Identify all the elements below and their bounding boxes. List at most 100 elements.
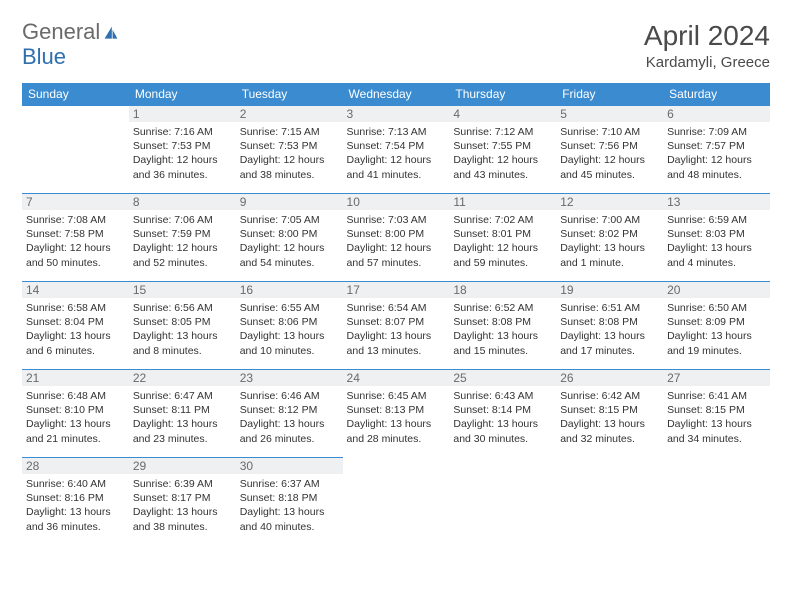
calendar-cell bbox=[449, 458, 556, 546]
calendar-cell: 6 Sunrise: 7:09 AMSunset: 7:57 PMDaylight… bbox=[663, 106, 770, 194]
day-sun-info: Sunrise: 6:40 AMSunset: 8:16 PMDaylight:… bbox=[26, 477, 125, 534]
day-sun-info: Sunrise: 7:00 AMSunset: 8:02 PMDaylight:… bbox=[560, 213, 659, 270]
calendar-cell: 7 Sunrise: 7:08 AMSunset: 7:58 PMDaylight… bbox=[22, 194, 129, 282]
calendar-cell: 24 Sunrise: 6:45 AMSunset: 8:13 PMDayligh… bbox=[343, 370, 450, 458]
calendar-week: 7 Sunrise: 7:08 AMSunset: 7:58 PMDaylight… bbox=[22, 194, 770, 282]
day-number: 13 bbox=[663, 194, 770, 210]
day-sun-info: Sunrise: 6:50 AMSunset: 8:09 PMDaylight:… bbox=[667, 301, 766, 358]
day-number: 27 bbox=[663, 370, 770, 386]
day-number: 17 bbox=[343, 282, 450, 298]
calendar-cell: 11 Sunrise: 7:02 AMSunset: 8:01 PMDayligh… bbox=[449, 194, 556, 282]
calendar-cell: 14Sunrise: 6:58 AMSunset: 8:04 PMDayligh… bbox=[22, 282, 129, 370]
calendar-cell: 21Sunrise: 6:48 AMSunset: 8:10 PMDayligh… bbox=[22, 370, 129, 458]
calendar-cell: 1 Sunrise: 7:16 AMSunset: 7:53 PMDaylight… bbox=[129, 106, 236, 194]
day-sun-info: Sunrise: 6:52 AMSunset: 8:08 PMDaylight:… bbox=[453, 301, 552, 358]
day-number: 1 bbox=[129, 106, 236, 122]
day-sun-info: Sunrise: 7:10 AMSunset: 7:56 PMDaylight:… bbox=[560, 125, 659, 182]
day-number: 5 bbox=[556, 106, 663, 122]
day-number: 6 bbox=[663, 106, 770, 122]
day-number: 16 bbox=[236, 282, 343, 298]
day-sun-info: Sunrise: 6:46 AMSunset: 8:12 PMDaylight:… bbox=[240, 389, 339, 446]
day-sun-info: Sunrise: 7:05 AMSunset: 8:00 PMDaylight:… bbox=[240, 213, 339, 270]
day-number: 23 bbox=[236, 370, 343, 386]
day-sun-info: Sunrise: 6:54 AMSunset: 8:07 PMDaylight:… bbox=[347, 301, 446, 358]
day-number: 22 bbox=[129, 370, 236, 386]
calendar-cell bbox=[663, 458, 770, 546]
calendar-cell: 9Sunrise: 7:05 AMSunset: 8:00 PMDaylight… bbox=[236, 194, 343, 282]
calendar-cell: 26Sunrise: 6:42 AMSunset: 8:15 PMDayligh… bbox=[556, 370, 663, 458]
calendar-cell: 25 Sunrise: 6:43 AMSunset: 8:14 PMDayligh… bbox=[449, 370, 556, 458]
calendar-cell: 10Sunrise: 7:03 AMSunset: 8:00 PMDayligh… bbox=[343, 194, 450, 282]
brand-logo: GeneralBlue bbox=[22, 20, 120, 68]
day-sun-info: Sunrise: 7:02 AMSunset: 8:01 PMDaylight:… bbox=[453, 213, 552, 270]
calendar-cell: 29 Sunrise: 6:39 AMSunset: 8:17 PMDayligh… bbox=[129, 458, 236, 546]
calendar-cell: 17 Sunrise: 6:54 AMSunset: 8:07 PMDayligh… bbox=[343, 282, 450, 370]
day-sun-info: Sunrise: 6:43 AMSunset: 8:14 PMDaylight:… bbox=[453, 389, 552, 446]
location: Kardamyli, Greece bbox=[644, 54, 770, 71]
calendar-cell: 28 Sunrise: 6:40 AMSunset: 8:16 PMDayligh… bbox=[22, 458, 129, 546]
calendar-cell bbox=[22, 106, 129, 194]
calendar-week: 28 Sunrise: 6:40 AMSunset: 8:16 PMDayligh… bbox=[22, 458, 770, 546]
day-sun-info: Sunrise: 7:08 AMSunset: 7:58 PMDaylight:… bbox=[26, 213, 125, 270]
day-sun-info: Sunrise: 6:55 AMSunset: 8:06 PMDaylight:… bbox=[240, 301, 339, 358]
month-title: April 2024 bbox=[644, 20, 770, 52]
day-number: 24 bbox=[343, 370, 450, 386]
day-sun-info: Sunrise: 7:09 AMSunset: 7:57 PMDaylight:… bbox=[667, 125, 766, 182]
day-sun-info: Sunrise: 6:51 AMSunset: 8:08 PMDaylight:… bbox=[560, 301, 659, 358]
sail-icon bbox=[102, 22, 120, 45]
day-number: 10 bbox=[343, 194, 450, 210]
calendar-cell: 4Sunrise: 7:12 AMSunset: 7:55 PMDaylight… bbox=[449, 106, 556, 194]
day-number: 18 bbox=[449, 282, 556, 298]
day-header: Monday bbox=[129, 83, 236, 106]
header: GeneralBlue April 2024 Kardamyli, Greece bbox=[22, 20, 770, 71]
brand-part1: General bbox=[22, 19, 100, 44]
calendar-cell: 13 Sunrise: 6:59 AMSunset: 8:03 PMDayligh… bbox=[663, 194, 770, 282]
day-number: 12 bbox=[556, 194, 663, 210]
calendar-cell: 12 Sunrise: 7:00 AMSunset: 8:02 PMDayligh… bbox=[556, 194, 663, 282]
day-sun-info: Sunrise: 7:16 AMSunset: 7:53 PMDaylight:… bbox=[133, 125, 232, 182]
brand-part2: Blue bbox=[22, 44, 66, 69]
calendar-cell: 8 Sunrise: 7:06 AMSunset: 7:59 PMDaylight… bbox=[129, 194, 236, 282]
day-number: 7 bbox=[22, 194, 129, 210]
day-number: 25 bbox=[449, 370, 556, 386]
day-number: 8 bbox=[129, 194, 236, 210]
day-header: Thursday bbox=[449, 83, 556, 106]
calendar-cell: 2Sunrise: 7:15 AMSunset: 7:53 PMDaylight… bbox=[236, 106, 343, 194]
day-sun-info: Sunrise: 7:06 AMSunset: 7:59 PMDaylight:… bbox=[133, 213, 232, 270]
day-number: 21 bbox=[22, 370, 129, 386]
day-sun-info: Sunrise: 7:13 AMSunset: 7:54 PMDaylight:… bbox=[347, 125, 446, 182]
calendar-cell: 19 Sunrise: 6:51 AMSunset: 8:08 PMDayligh… bbox=[556, 282, 663, 370]
calendar-body: 1 Sunrise: 7:16 AMSunset: 7:53 PMDaylight… bbox=[22, 106, 770, 546]
day-number: 30 bbox=[236, 458, 343, 474]
day-number: 3 bbox=[343, 106, 450, 122]
calendar-cell: 23 Sunrise: 6:46 AMSunset: 8:12 PMDayligh… bbox=[236, 370, 343, 458]
calendar-cell: 3 Sunrise: 7:13 AMSunset: 7:54 PMDaylight… bbox=[343, 106, 450, 194]
day-sun-info: Sunrise: 6:56 AMSunset: 8:05 PMDaylight:… bbox=[133, 301, 232, 358]
day-number: 19 bbox=[556, 282, 663, 298]
day-header: Tuesday bbox=[236, 83, 343, 106]
title-block: April 2024 Kardamyli, Greece bbox=[644, 20, 770, 71]
day-sun-info: Sunrise: 6:39 AMSunset: 8:17 PMDaylight:… bbox=[133, 477, 232, 534]
calendar-cell: 5 Sunrise: 7:10 AMSunset: 7:56 PMDaylight… bbox=[556, 106, 663, 194]
day-sun-info: Sunrise: 6:45 AMSunset: 8:13 PMDaylight:… bbox=[347, 389, 446, 446]
day-header: Saturday bbox=[663, 83, 770, 106]
calendar-cell: 16 Sunrise: 6:55 AMSunset: 8:06 PMDayligh… bbox=[236, 282, 343, 370]
day-number: 11 bbox=[449, 194, 556, 210]
day-header: Wednesday bbox=[343, 83, 450, 106]
day-sun-info: Sunrise: 6:37 AMSunset: 8:18 PMDaylight:… bbox=[240, 477, 339, 534]
day-number: 4 bbox=[449, 106, 556, 122]
calendar-week: 1 Sunrise: 7:16 AMSunset: 7:53 PMDaylight… bbox=[22, 106, 770, 194]
calendar-cell: 30 Sunrise: 6:37 AMSunset: 8:18 PMDayligh… bbox=[236, 458, 343, 546]
day-sun-info: Sunrise: 6:59 AMSunset: 8:03 PMDaylight:… bbox=[667, 213, 766, 270]
calendar-week: 21Sunrise: 6:48 AMSunset: 8:10 PMDayligh… bbox=[22, 370, 770, 458]
day-number: 14 bbox=[22, 282, 129, 298]
day-sun-info: Sunrise: 6:41 AMSunset: 8:15 PMDaylight:… bbox=[667, 389, 766, 446]
day-number: 2 bbox=[236, 106, 343, 122]
day-number: 28 bbox=[22, 458, 129, 474]
day-header: Sunday bbox=[22, 83, 129, 106]
calendar-cell bbox=[556, 458, 663, 546]
day-number: 26 bbox=[556, 370, 663, 386]
day-header: Friday bbox=[556, 83, 663, 106]
day-number: 29 bbox=[129, 458, 236, 474]
calendar-week: 14Sunrise: 6:58 AMSunset: 8:04 PMDayligh… bbox=[22, 282, 770, 370]
